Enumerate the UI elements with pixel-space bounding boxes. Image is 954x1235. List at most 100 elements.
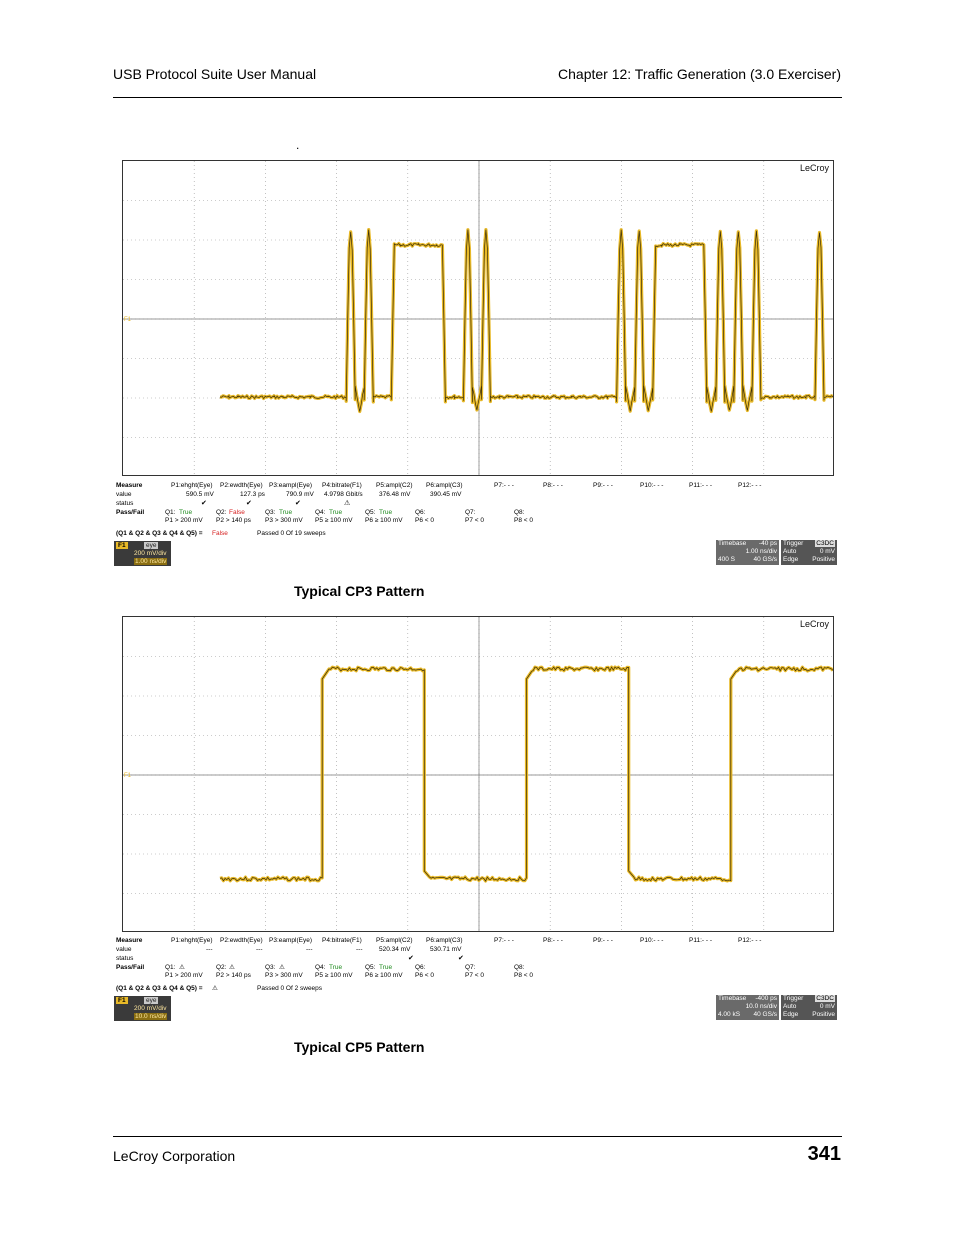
measure-value: ---: [256, 946, 263, 953]
q-label: Q6:: [415, 509, 426, 516]
q-label: Q2:: [216, 964, 227, 971]
timebase-label: Timebase: [718, 540, 747, 547]
q-label: Q8:: [514, 964, 525, 971]
q-condition: P6 < 0: [415, 517, 434, 524]
intro-dot: .: [296, 138, 300, 152]
measure-header: P10:- - -: [640, 937, 664, 944]
timebase-delay: -400 ps: [755, 995, 777, 1002]
q-result: True: [329, 509, 343, 516]
q-condition: P2 > 140 ps: [216, 517, 251, 524]
timebase-trigger-panel[interactable]: Timebase -400 ps 10.0 ns/div 4.00 kS 40 …: [716, 995, 837, 1020]
q-label: Q1:: [165, 509, 176, 516]
channel-marker: F1: [124, 773, 132, 779]
measure-value: 4.9798 Gbit/s: [324, 491, 363, 498]
q-result: True: [379, 509, 393, 516]
timebase-samples: 400 S: [718, 556, 735, 563]
vertical-scale: 200 mV/div: [134, 1005, 167, 1012]
passed-sweeps: Passed 0 Of 19 sweeps: [257, 530, 326, 537]
measure-header: P3:eampl(Eye): [269, 937, 312, 944]
q-condition: P2 > 140 ps: [216, 972, 251, 979]
q-result-warning-icon: ⚠: [229, 964, 235, 971]
timebase-label: Timebase: [718, 995, 747, 1002]
q-label: Q4:: [315, 509, 326, 516]
channel-tag: F1: [116, 542, 128, 549]
channel-f1-descriptor[interactable]: F1 eye 200 mV/div 10.0 ns/div: [114, 996, 171, 1021]
trigger-mode: Auto: [783, 548, 797, 555]
timebase-samplerate: 40 GS/s: [753, 556, 777, 563]
measure-header: P8:- - -: [543, 482, 563, 489]
header-rule: [113, 97, 842, 98]
timebase-rate: 1.00 ns/div: [745, 548, 777, 555]
horizontal-scale: 10.0 ns/div: [134, 1013, 168, 1020]
timebase-samples: 4.00 kS: [718, 1011, 741, 1018]
q-result: True: [379, 964, 393, 971]
channel-f1-descriptor[interactable]: F1 eye 200 mV/div 1.00 ns/div: [114, 541, 171, 566]
measure-value: 520.34 mV: [379, 946, 411, 953]
measure-header: P12:- - -: [738, 482, 762, 489]
trigger-source: C3DC: [815, 540, 835, 547]
trigger-box[interactable]: Trigger C3DC Auto 0 mV Edge Positive: [781, 995, 837, 1020]
measure-value: 530.71 mV: [430, 946, 462, 953]
summary-label: (Q1 & Q2 & Q3 & Q4 & Q5) =: [116, 530, 203, 537]
measure-header: P7:- - -: [494, 937, 514, 944]
timebase-box[interactable]: Timebase -400 ps 10.0 ns/div 4.00 kS 40 …: [716, 995, 779, 1020]
q-result: False: [229, 509, 245, 516]
measure-title: Measure: [116, 937, 143, 944]
vertical-scale: 200 mV/div: [134, 550, 167, 557]
q-condition: P7 < 0: [465, 972, 484, 979]
measure-value: ---: [206, 946, 213, 953]
q-label: Q6:: [415, 964, 426, 971]
value-label: value: [116, 946, 132, 953]
waveform-trace: [219, 229, 833, 412]
q-label: Q1:: [165, 964, 176, 971]
channel-source-tag: eye: [144, 542, 159, 549]
measure-header: P7:- - -: [494, 482, 514, 489]
trigger-slope: Positive: [812, 1011, 835, 1018]
measure-header: P4:bitrate(F1): [322, 482, 362, 489]
waveform-trace-glow: [219, 228, 833, 414]
timebase-rate: 10.0 ns/div: [745, 1003, 777, 1010]
q-label: Q5:: [365, 509, 376, 516]
q-condition: P5 ≥ 100 mV: [315, 517, 353, 524]
q-result: True: [179, 509, 193, 516]
measure-header: P2:ewdth(Eye): [220, 937, 263, 944]
trigger-type: Edge: [783, 556, 799, 563]
oscilloscope-screen-cp3: F1 LeCroy: [122, 160, 834, 476]
footer-rule: [113, 1136, 842, 1137]
footer-company: LeCroy Corporation: [113, 1148, 236, 1164]
measure-header: P3:eampl(Eye): [269, 482, 312, 489]
status-check-icon: ✔: [295, 500, 301, 507]
summary-warning-icon: ⚠: [212, 985, 218, 992]
trigger-level: 0 mV: [819, 1003, 835, 1010]
running-header-title: USB Protocol Suite User Manual: [113, 66, 317, 82]
channel-tag: F1: [116, 997, 128, 1004]
passfail-label: Pass/Fail: [116, 964, 145, 971]
q-condition: P7 < 0: [465, 517, 484, 524]
measure-header: P10:- - -: [640, 482, 664, 489]
trigger-mode: Auto: [783, 1003, 797, 1010]
trigger-slope: Positive: [812, 556, 835, 563]
measure-value: 376.48 mV: [379, 491, 411, 498]
q-label: Q7:: [465, 964, 476, 971]
q-condition: P3 > 300 mV: [265, 517, 303, 524]
cp5-waveform-plot: F1: [123, 617, 833, 931]
status-label: status: [116, 500, 134, 507]
channel-source-tag: eye: [144, 997, 159, 1004]
measure-header: P6:ampl(C3): [426, 482, 463, 489]
measure-header: P1:ehght(Eye): [171, 482, 213, 489]
measure-header: P12:- - -: [738, 937, 762, 944]
measure-value: 790.9 mV: [286, 491, 314, 498]
q-result: True: [329, 964, 343, 971]
summary-label: (Q1 & Q2 & Q3 & Q4 & Q5) =: [116, 985, 203, 992]
measure-header: P9:- - -: [593, 482, 613, 489]
q-label: Q4:: [315, 964, 326, 971]
q-condition: P3 > 300 mV: [265, 972, 303, 979]
q-condition: P5 ≥ 100 mV: [315, 972, 353, 979]
q-condition: P8 < 0: [514, 517, 533, 524]
timebase-box[interactable]: Timebase -40 ps 1.00 ns/div 400 S 40 GS/…: [716, 540, 779, 565]
measure-value: ---: [356, 946, 363, 953]
trigger-level: 0 mV: [819, 548, 835, 555]
timebase-trigger-panel[interactable]: Timebase -40 ps 1.00 ns/div 400 S 40 GS/…: [716, 540, 837, 565]
trigger-box[interactable]: Trigger C3DC Auto 0 mV Edge Positive: [781, 540, 837, 565]
horizontal-scale: 1.00 ns/div: [134, 558, 168, 565]
